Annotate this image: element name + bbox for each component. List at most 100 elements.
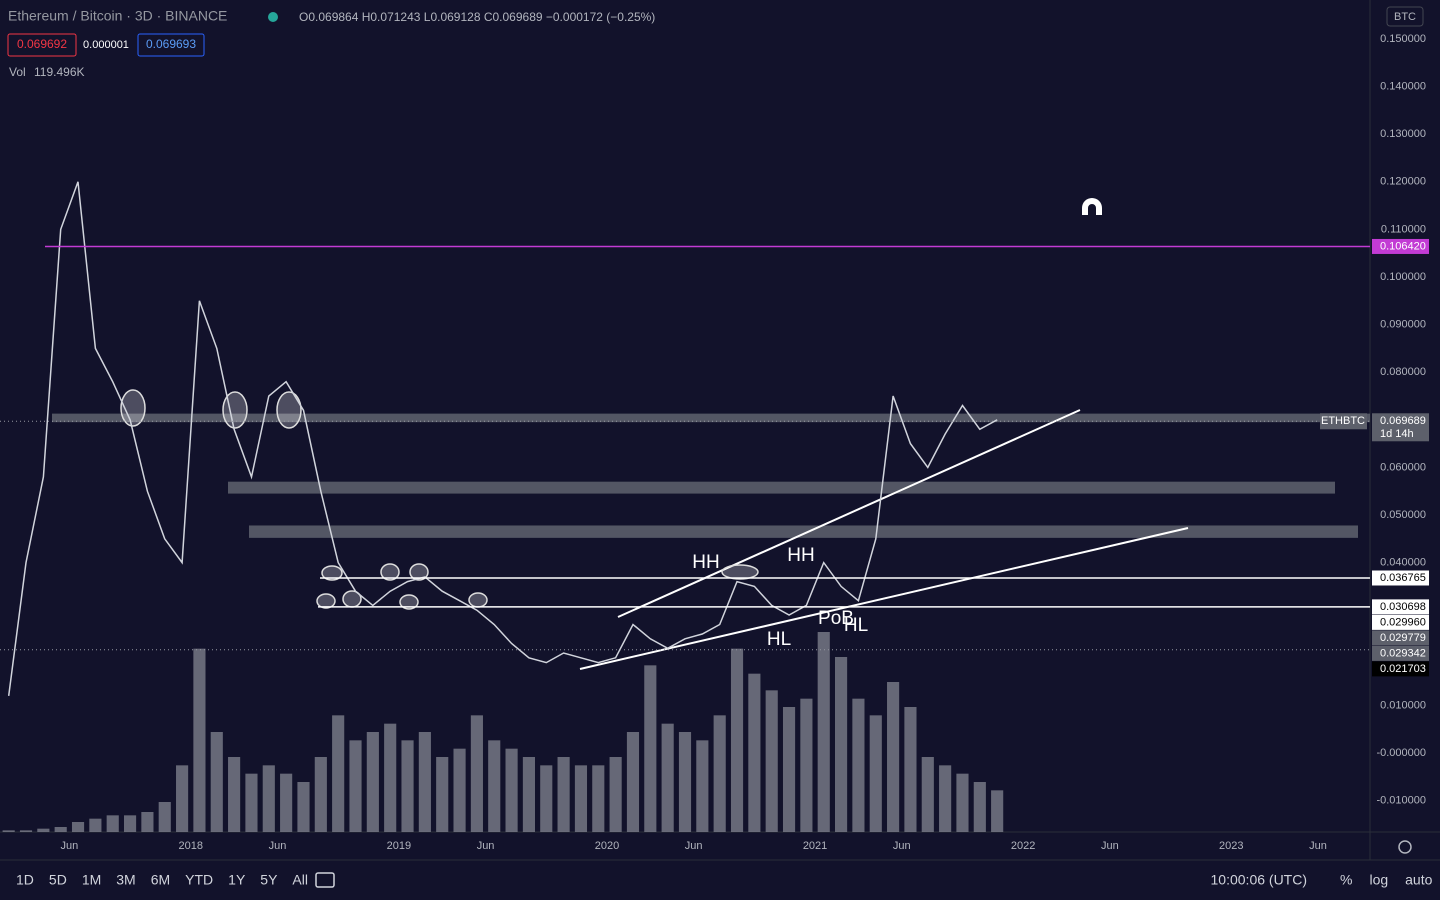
y-tick-label: -0.010000 bbox=[1376, 794, 1426, 806]
y-tick-label: 0.110000 bbox=[1381, 223, 1426, 235]
x-tick-label: Jun bbox=[685, 840, 703, 852]
volume-bar bbox=[193, 648, 206, 832]
volume-bar bbox=[505, 748, 518, 832]
price-tag bbox=[1372, 570, 1429, 586]
volume-bar bbox=[106, 815, 119, 832]
zone bbox=[52, 413, 1370, 423]
ellipse bbox=[399, 594, 419, 610]
clock: 10:00:06 (UTC) bbox=[1211, 872, 1307, 888]
price-tag bbox=[1372, 599, 1429, 615]
x-tick-label: Jun bbox=[60, 840, 78, 852]
volume-bar bbox=[401, 740, 414, 832]
last-price-tag bbox=[1372, 413, 1429, 442]
volume-bar bbox=[418, 732, 431, 832]
buy-box[interactable] bbox=[137, 33, 205, 57]
volume-bar bbox=[574, 765, 588, 832]
x-tick-label: Jun bbox=[893, 840, 911, 852]
price-tag-label: 0.029779 bbox=[1380, 632, 1426, 644]
countdown: 1d 14h bbox=[1380, 428, 1414, 440]
compare-button[interactable] bbox=[315, 872, 335, 888]
price-tag-label: 0.106420 bbox=[1380, 240, 1426, 252]
currency-button[interactable] bbox=[1386, 6, 1424, 27]
volume-bar bbox=[540, 765, 553, 832]
price-tag bbox=[1372, 630, 1429, 646]
ohlc: O0.069864 H0.071243 L0.069128 C0.069689 … bbox=[299, 10, 655, 24]
price-tag bbox=[1372, 238, 1429, 254]
symbol-title: Ethereum / Bitcoin · 3D · BINANCE bbox=[8, 8, 227, 24]
volume-bar bbox=[332, 715, 345, 832]
volume-bar bbox=[609, 757, 622, 832]
x-tick-label: 2023 bbox=[1219, 840, 1243, 852]
scale-option[interactable]: auto bbox=[1405, 872, 1432, 888]
range-button[interactable]: 3M bbox=[116, 872, 135, 888]
volume-bar bbox=[297, 782, 310, 832]
price-tag-label: 0.021703 bbox=[1380, 663, 1426, 675]
range-button[interactable]: 1D bbox=[16, 872, 34, 888]
volume-bar bbox=[2, 830, 15, 832]
volume-bar bbox=[713, 715, 726, 832]
volume-bar bbox=[37, 828, 50, 832]
ellipse bbox=[321, 565, 343, 581]
volume-bar bbox=[71, 822, 85, 832]
x-tick-label: Jun bbox=[269, 840, 287, 852]
annotation: HH bbox=[692, 552, 719, 573]
volume-bar bbox=[782, 707, 796, 832]
settings-icon[interactable] bbox=[1398, 840, 1412, 854]
annotation: HL bbox=[767, 629, 791, 650]
scale-option[interactable]: log bbox=[1369, 872, 1388, 888]
magnet-icon[interactable] bbox=[1082, 198, 1102, 215]
ellipse bbox=[276, 391, 302, 429]
range-button[interactable]: All bbox=[292, 872, 308, 888]
volume-bar bbox=[557, 757, 570, 832]
volume-bar bbox=[366, 732, 379, 832]
range-button[interactable]: 5Y bbox=[260, 872, 278, 888]
volume-bar bbox=[991, 790, 1004, 832]
volume-bar bbox=[973, 782, 986, 832]
trendline bbox=[617, 409, 1081, 618]
sell-box[interactable] bbox=[7, 33, 77, 57]
volume-bar bbox=[488, 740, 501, 832]
trendline bbox=[579, 527, 1189, 670]
y-tick-label: 0.050000 bbox=[1380, 509, 1426, 521]
volume-bar bbox=[817, 632, 830, 832]
volume-bar bbox=[384, 723, 397, 832]
symbol-tag bbox=[1320, 413, 1367, 430]
volume-bar bbox=[835, 657, 848, 832]
volume-bar bbox=[210, 732, 223, 832]
volume-bar bbox=[661, 723, 674, 832]
volume-bar bbox=[141, 812, 154, 832]
y-tick-label: 0.130000 bbox=[1380, 128, 1426, 140]
volume-bar bbox=[522, 757, 535, 832]
y-tick-label: 0.060000 bbox=[1380, 461, 1426, 473]
annotation: HH bbox=[787, 545, 814, 566]
volume-bar bbox=[123, 815, 137, 832]
price-tag bbox=[1372, 614, 1429, 630]
volume-bar bbox=[644, 665, 657, 832]
ellipse bbox=[468, 592, 488, 608]
volume-bar bbox=[887, 682, 900, 832]
annotation: PoB bbox=[818, 608, 854, 629]
scale-option[interactable]: % bbox=[1340, 872, 1352, 888]
range-button[interactable]: 6M bbox=[151, 872, 170, 888]
volume-bar bbox=[904, 707, 917, 832]
y-tick-label: 0.140000 bbox=[1380, 81, 1426, 93]
price-line bbox=[7, 181, 998, 696]
y-tick-label: 0.100000 bbox=[1380, 271, 1426, 283]
range-button[interactable]: 5D bbox=[49, 872, 67, 888]
buy-price: 0.069693 bbox=[146, 37, 196, 51]
range-button[interactable]: YTD bbox=[185, 872, 213, 888]
range-button[interactable]: 1M bbox=[82, 872, 101, 888]
x-tick-label: 2020 bbox=[595, 840, 619, 852]
y-tick-label: 0.150000 bbox=[1380, 33, 1426, 45]
y-tick-label: 0.010000 bbox=[1380, 699, 1426, 711]
volume-bar bbox=[852, 698, 865, 832]
volume-bar bbox=[678, 732, 692, 832]
ellipse bbox=[409, 563, 429, 581]
toolbar: 1D 5D 1M 3M 6M YTD 1Y 5Y All 10:00:06 (UTC)% log au… bbox=[16, 872, 1433, 888]
sell-price: 0.069692 bbox=[17, 37, 67, 51]
range-button[interactable]: 1Y bbox=[228, 872, 246, 888]
volume-bar bbox=[626, 732, 640, 832]
volume-bar bbox=[436, 757, 449, 832]
volume-bar bbox=[748, 673, 761, 832]
